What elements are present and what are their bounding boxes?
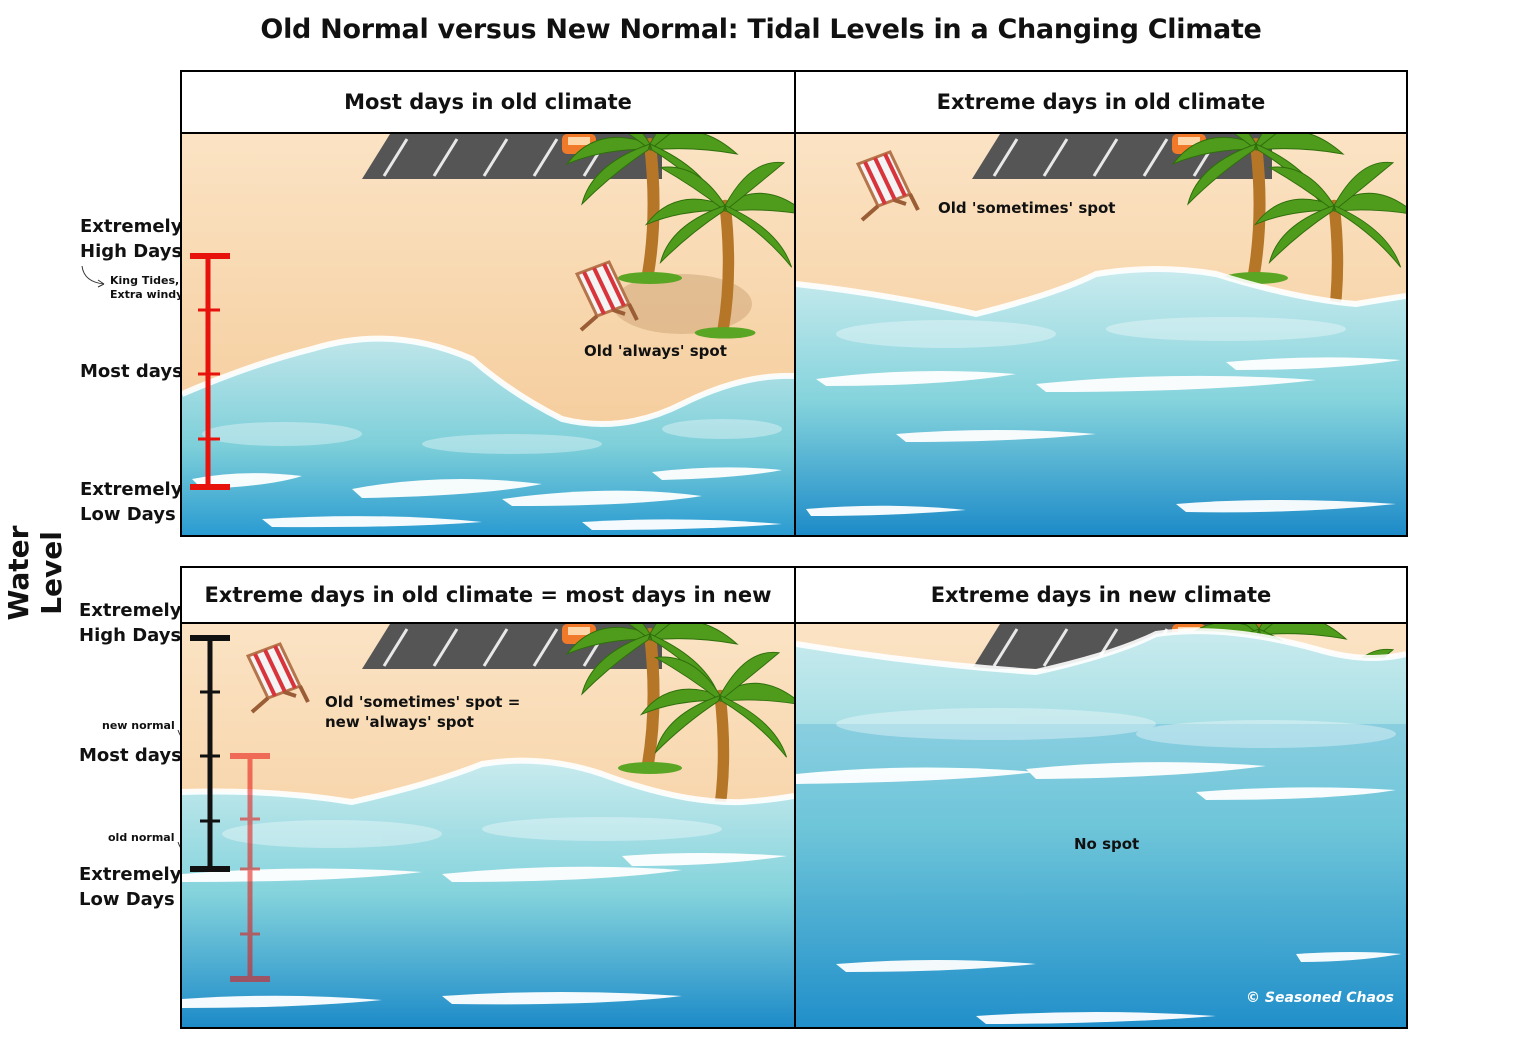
- top-scale-high-note: King Tides, Extra windy: [110, 274, 184, 301]
- panel-3-note: Old 'sometimes' spot = new 'always' spot: [325, 693, 521, 731]
- panel-1-header: Most days in old climate: [182, 72, 794, 134]
- bottom-scale-low-label: Extremely Low Days: [79, 864, 182, 910]
- top-tide-scale: [190, 253, 230, 490]
- old-normal-tide-scale: [230, 753, 270, 982]
- panel-2-header: Extreme days in old climate: [796, 72, 1406, 134]
- top-divider: [794, 72, 796, 535]
- panel-extreme-old-equals-new: Extreme days in old climate = most days …: [182, 568, 794, 1027]
- bottom-scale-mid-label: Most days: [79, 745, 182, 766]
- chart-title: Old Normal versus New Normal: Tidal Leve…: [260, 14, 1262, 45]
- panel-2-note: Old 'sometimes' spot: [938, 199, 1116, 217]
- top-scale-low-label: Extremely Low Days: [80, 479, 183, 525]
- top-note-arrow-icon: [81, 265, 105, 288]
- old-normal-label: old normal: [108, 831, 175, 844]
- panel-3-scene: Old 'sometimes' spot = new 'always' spot: [182, 624, 794, 1027]
- panel-4-header: Extreme days in new climate: [796, 568, 1406, 624]
- bottom-panel-row: Extreme days in old climate = most days …: [180, 566, 1408, 1029]
- panel-extreme-days-old: Extreme days in old climate: [796, 72, 1406, 535]
- water-level-axis-title: Water Level: [2, 525, 68, 621]
- panel-4-scene: No spot © Seasoned Chaos: [796, 624, 1406, 1027]
- top-scale-high-label: Extremely High Days: [80, 216, 183, 262]
- bottom-scale-high-label: Extremely High Days: [79, 600, 182, 646]
- panel-1-scene: Old 'always' spot: [182, 134, 794, 535]
- panel-3-header: Extreme days in old climate = most days …: [182, 568, 794, 624]
- panel-2-scene: Old 'sometimes' spot: [796, 134, 1406, 535]
- new-normal-label: new normal: [102, 719, 175, 732]
- panel-extreme-days-new: Extreme days in new climate: [796, 568, 1406, 1027]
- panel-most-days-old: Most days in old climate: [182, 72, 794, 535]
- bottom-divider: [794, 568, 796, 1027]
- credit-text: © Seasoned Chaos: [1246, 990, 1394, 1006]
- top-panel-row: Most days in old climate: [180, 70, 1408, 537]
- panel-4-note: No spot: [1074, 835, 1140, 853]
- new-normal-tide-scale: [190, 635, 230, 872]
- top-scale-mid-label: Most days: [80, 361, 183, 382]
- panel-1-note: Old 'always' spot: [584, 342, 727, 360]
